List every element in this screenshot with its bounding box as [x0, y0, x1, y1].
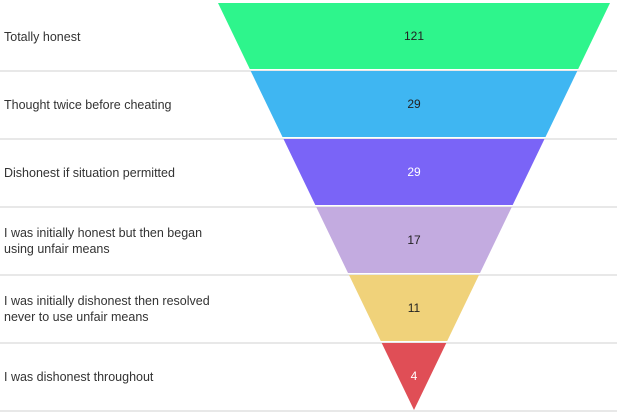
segment-value-label: 121	[404, 29, 424, 43]
category-labels: Totally honest Thought twice before cheat…	[4, 30, 210, 384]
category-label: using unfair means	[4, 242, 110, 256]
segment-value-label: 29	[407, 165, 421, 179]
category-label: I was dishonest throughout	[4, 370, 154, 384]
funnel-segment	[316, 207, 512, 273]
segment-value-label: 11	[408, 301, 421, 315]
category-label: never to use unfair means	[4, 310, 149, 324]
category-label: I was initially dishonest then resolved	[4, 294, 210, 308]
category-label: Totally honest	[4, 30, 81, 44]
funnel-segments	[218, 3, 610, 410]
segment-value-label: 17	[407, 233, 421, 247]
category-label: Thought twice before cheating	[4, 98, 172, 112]
funnel-segment	[283, 139, 545, 205]
funnel-segment	[218, 3, 610, 69]
category-label: Dishonest if situation permitted	[4, 166, 175, 180]
value-labels: 121 29 29 17 11 4	[404, 29, 424, 383]
funnel-segment	[250, 71, 578, 137]
funnel-segment	[349, 275, 479, 341]
category-label: I was initially honest but then began	[4, 226, 202, 240]
funnel-segment	[381, 343, 447, 410]
segment-value-label: 29	[407, 97, 421, 111]
segment-value-label: 4	[411, 369, 418, 383]
